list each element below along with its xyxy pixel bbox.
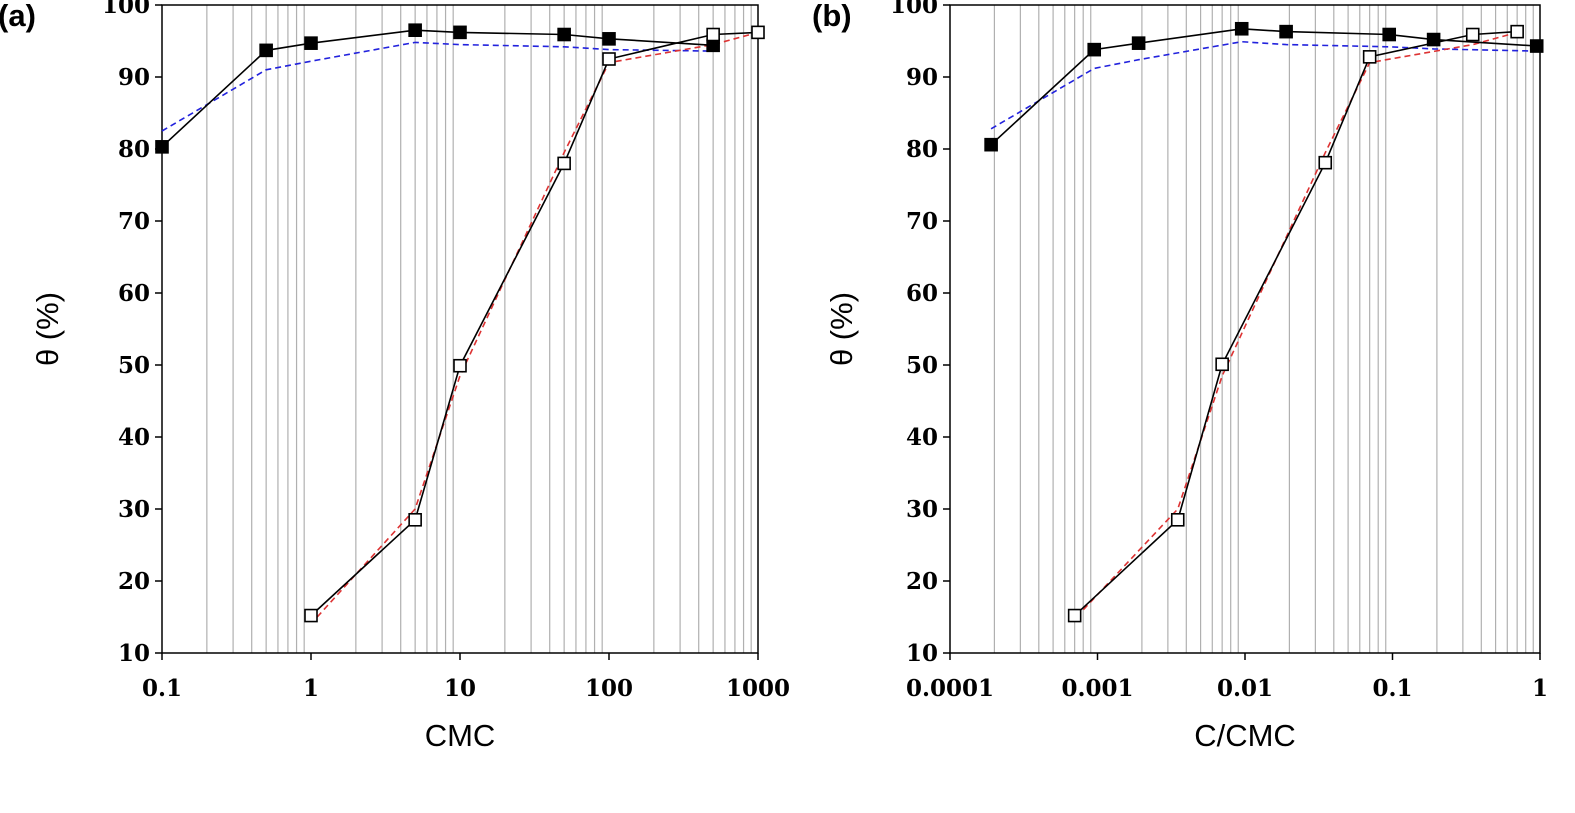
y-tick-label: 20 — [118, 568, 150, 595]
open-square-marker — [602, 52, 616, 66]
y-tick-label: 90 — [906, 64, 938, 91]
x-tick-label: 10 — [444, 675, 476, 702]
filled-square-marker — [1131, 36, 1146, 50]
filled-square-marker — [259, 43, 273, 58]
x-tick-label: 1000 — [726, 675, 790, 702]
open-square-marker — [1067, 608, 1082, 623]
series-line — [161, 29, 714, 148]
y-tick-label: 60 — [906, 280, 938, 307]
open-square-marker — [1170, 512, 1185, 527]
y-tick-label: 50 — [906, 352, 938, 379]
x-tick-label: 0.0001 — [906, 675, 994, 702]
y-tick-label: 70 — [118, 208, 150, 235]
y-tick-label: 40 — [906, 424, 938, 451]
x-tick-label: 0.1 — [1372, 675, 1412, 702]
x-tick-label: 0.001 — [1061, 675, 1133, 702]
chart-panel-b: 10 20 30 40 50 60 70 80 90 100 0.0001 0.001 0.01 0.1 1… — [812, 0, 1548, 753]
x-axis-label: CMC — [425, 718, 496, 753]
y-tick-label: 80 — [906, 136, 938, 163]
y-tick-label: 10 — [118, 640, 150, 667]
y-tick-label: 100 — [102, 0, 150, 19]
series-line — [1074, 30, 1518, 617]
y-tick-label: 20 — [906, 568, 938, 595]
series-3 — [316, 31, 759, 618]
filled-square-marker — [453, 25, 467, 40]
filled-square-marker — [1529, 39, 1544, 53]
fit-line — [161, 41, 714, 132]
y-tick-label: 80 — [118, 136, 150, 163]
series-1 — [1067, 24, 1524, 623]
y-tick-label: 30 — [118, 496, 150, 523]
series-line — [310, 31, 759, 617]
series-2 — [990, 40, 1537, 130]
open-square-marker — [557, 156, 571, 171]
series-0 — [984, 21, 1544, 152]
y-axis-label: θ (%) — [824, 292, 859, 366]
series-2 — [161, 41, 714, 132]
series-0 — [155, 23, 720, 154]
panel-label: (b) — [812, 0, 852, 33]
open-square-marker — [408, 512, 422, 527]
y-axis-label: θ (%) — [30, 292, 65, 366]
fit-line — [316, 31, 759, 618]
filled-square-marker — [557, 27, 571, 42]
y-tick-label: 30 — [906, 496, 938, 523]
filled-square-marker — [155, 140, 169, 154]
y-tick-label: 70 — [906, 208, 938, 235]
filled-square-marker — [1087, 42, 1102, 57]
open-square-marker — [1465, 27, 1480, 42]
y-tick-label: 60 — [118, 280, 150, 307]
y-tick-label: 40 — [118, 424, 150, 451]
filled-square-marker — [304, 36, 318, 50]
x-axis-label: C/CMC — [1194, 718, 1296, 753]
x-tick-label: 100 — [585, 675, 633, 702]
chart-panel-a: 10 20 30 40 50 60 70 80 90 100 0.1 1 10 100 1000 CMC θ (… — [0, 0, 790, 753]
filled-square-marker — [408, 23, 422, 38]
x-tick-label: 1 — [303, 675, 319, 702]
y-tick-label: 10 — [906, 640, 938, 667]
x-tick-label: 0.1 — [142, 675, 182, 702]
y-tick-label: 50 — [118, 352, 150, 379]
fit-line — [990, 40, 1537, 130]
open-square-marker — [706, 27, 720, 42]
open-square-marker — [1318, 155, 1333, 170]
fit-line — [1075, 31, 1518, 618]
grid-lines — [993, 5, 1534, 653]
filled-square-marker — [1279, 24, 1293, 39]
open-square-marker — [751, 25, 765, 40]
x-tick-label: 1 — [1532, 675, 1548, 702]
open-square-marker — [1362, 50, 1377, 64]
open-square-marker — [304, 608, 318, 623]
open-square-marker — [1215, 357, 1229, 372]
series-line — [990, 27, 1537, 146]
filled-square-marker — [984, 137, 998, 152]
open-square-marker — [1510, 24, 1524, 39]
y-tick-label: 90 — [118, 64, 150, 91]
y-tick-label: 100 — [890, 0, 938, 19]
panel-label: (a) — [0, 0, 36, 33]
filled-square-marker — [1382, 27, 1397, 42]
filled-square-marker — [602, 32, 616, 46]
grid-lines — [206, 5, 752, 653]
filled-square-marker — [1234, 21, 1249, 36]
open-square-marker — [453, 358, 467, 373]
series-3 — [1075, 31, 1518, 618]
x-tick-label: 0.01 — [1217, 675, 1273, 702]
series-1 — [304, 25, 765, 623]
